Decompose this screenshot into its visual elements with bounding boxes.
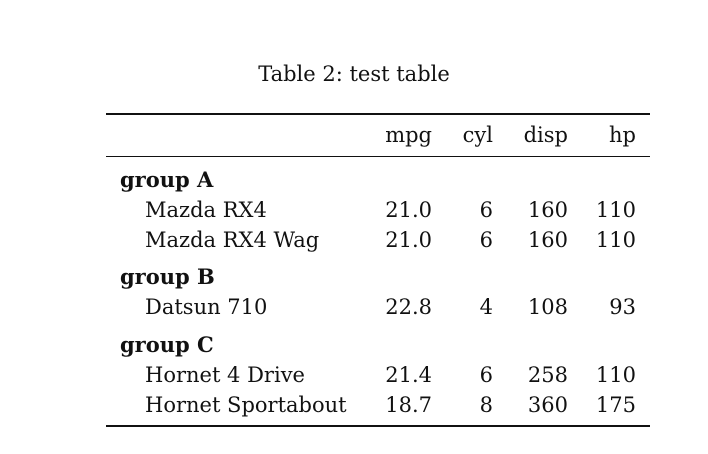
cell-mpg: 21.0 [385, 198, 432, 222]
cell-mpg: 22.8 [385, 295, 432, 319]
cell-cyl: 6 [479, 198, 493, 222]
table-header-rule [106, 156, 650, 157]
cell-disp: 160 [527, 198, 568, 222]
cell-hp: 110 [595, 363, 636, 387]
cell-disp: 258 [527, 363, 568, 387]
group-label: group C [120, 332, 214, 357]
group-label: group B [120, 264, 215, 289]
cell-disp: 108 [527, 295, 568, 319]
table-caption: Table 2: test table [258, 62, 450, 86]
row-name: Mazda RX4 [145, 198, 267, 222]
cell-cyl: 8 [479, 393, 493, 417]
column-header-cyl: cyl [462, 123, 493, 147]
cell-cyl: 6 [479, 228, 493, 252]
cell-hp: 93 [609, 295, 636, 319]
cell-mpg: 18.7 [385, 393, 432, 417]
cell-hp: 175 [595, 393, 636, 417]
cell-hp: 110 [595, 228, 636, 252]
row-name: Hornet 4 Drive [145, 363, 305, 387]
cell-cyl: 6 [479, 363, 493, 387]
cell-disp: 160 [527, 228, 568, 252]
table-bottom-rule [106, 425, 650, 427]
cell-cyl: 4 [479, 295, 493, 319]
column-header-disp: disp [523, 123, 568, 147]
group-label: group A [120, 167, 214, 192]
cell-disp: 360 [527, 393, 568, 417]
row-name: Mazda RX4 Wag [145, 228, 320, 252]
table-top-rule [106, 113, 650, 115]
row-name: Hornet Sportabout [145, 393, 347, 417]
cell-mpg: 21.4 [385, 363, 432, 387]
cell-mpg: 21.0 [385, 228, 432, 252]
cell-hp: 110 [595, 198, 636, 222]
row-name: Datsun 710 [145, 295, 268, 319]
column-header-mpg: mpg [385, 123, 432, 147]
column-header-hp: hp [609, 123, 636, 147]
